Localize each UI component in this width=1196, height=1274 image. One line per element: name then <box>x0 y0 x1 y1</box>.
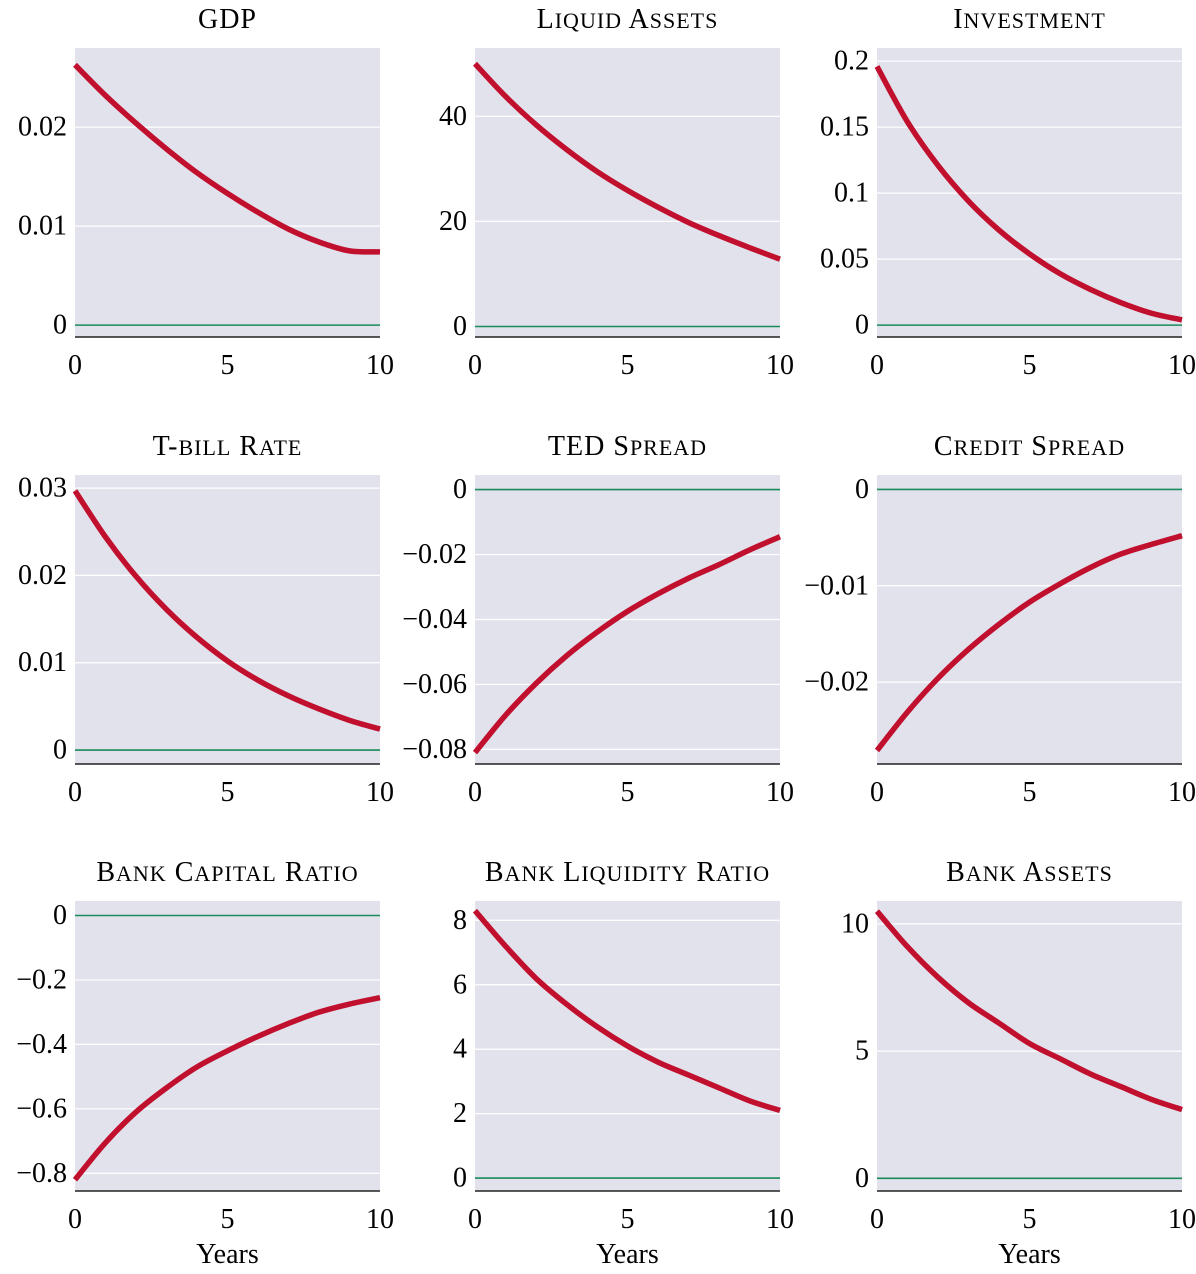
panel-1: 0 0.01 0.02 0 5 10 GDP <box>18 4 394 381</box>
y-tick-label: −0.6 <box>16 1093 67 1124</box>
panel-8: 0 2 4 6 8 0 5 10 BANK LIQUIDITY RATIO Years <box>453 857 794 1270</box>
y-tick-label: 0 <box>53 900 67 931</box>
plot-area <box>75 475 380 764</box>
x-tick-label: 10 <box>1168 1204 1196 1235</box>
x-tick-label: 5 <box>621 350 635 381</box>
y-tick-label: 0.01 <box>18 211 67 242</box>
x-tick-label: 5 <box>1023 1204 1037 1235</box>
y-tick-label: −0.4 <box>16 1029 67 1060</box>
x-tick-label: 5 <box>221 1204 235 1235</box>
y-tick-label: 6 <box>453 969 467 1000</box>
y-tick-label: 0.15 <box>820 112 869 143</box>
x-tick-label: 0 <box>68 777 82 808</box>
y-tick-label: −0.02 <box>402 539 467 570</box>
x-tick-label: 5 <box>221 350 235 381</box>
x-tick-label: 10 <box>766 777 794 808</box>
y-tick-label: −0.06 <box>402 669 467 700</box>
y-tick-label: 5 <box>855 1036 869 1067</box>
y-tick-label: 10 <box>841 908 869 939</box>
y-tick-label: 0.02 <box>18 560 67 591</box>
series-line <box>73 62 381 255</box>
series-line <box>874 909 1183 1113</box>
panel-title: BANK CAPITAL RATIO <box>96 857 358 888</box>
series-line <box>72 994 381 1182</box>
panel-6: −0.02 −0.01 0 0 5 10 CREDIT SPREAD <box>804 431 1196 808</box>
y-tick-label: 2 <box>453 1098 467 1129</box>
x-tick-label: 0 <box>468 777 482 808</box>
y-tick-label: −0.02 <box>804 667 869 698</box>
x-tick-label: 10 <box>766 350 794 381</box>
x-tick-label: 0 <box>68 1204 82 1235</box>
panel-4: 0 0.01 0.02 0.03 0 5 10 T-BILL RATE <box>18 431 394 808</box>
x-tick-label: 0 <box>870 777 884 808</box>
panel-title: CREDIT SPREAD <box>934 431 1125 462</box>
x-tick-label: 0 <box>68 350 82 381</box>
y-tick-label: 0.1 <box>834 178 869 209</box>
panel-9: 0 5 10 0 5 10 BANK ASSETS Years <box>841 857 1196 1270</box>
x-axis-label: Years <box>998 1239 1061 1270</box>
series-line <box>874 533 1183 753</box>
y-tick-label: 0 <box>453 311 467 342</box>
x-tick-label: 10 <box>1168 777 1196 808</box>
panel-5: −0.08 −0.06 −0.04 −0.02 0 0 5 10 TED SPREAD <box>402 431 794 808</box>
panel-title: BANK LIQUIDITY RATIO <box>485 857 770 888</box>
y-tick-label: −0.01 <box>804 570 869 601</box>
series-line <box>472 534 782 755</box>
x-tick-label: 10 <box>1168 350 1196 381</box>
y-tick-label: 0 <box>53 310 67 341</box>
y-tick-label: 0.05 <box>820 244 869 275</box>
y-tick-label: 0 <box>855 474 869 505</box>
y-tick-label: 0.02 <box>18 112 67 143</box>
y-tick-label: −0.08 <box>402 734 467 765</box>
y-tick-label: −0.8 <box>16 1158 67 1189</box>
x-axis-label: Years <box>596 1239 659 1270</box>
series-line <box>72 489 381 732</box>
panel-title: BANK ASSETS <box>946 857 1113 888</box>
panel-title: TED SPREAD <box>548 431 707 462</box>
x-tick-label: 0 <box>870 1204 884 1235</box>
y-tick-label: 20 <box>439 206 467 237</box>
x-tick-label: 0 <box>870 350 884 381</box>
y-tick-label: 0 <box>453 474 467 505</box>
plot-area <box>75 901 380 1191</box>
series-line <box>472 61 781 262</box>
plot-area <box>877 48 1182 337</box>
y-tick-label: 0.2 <box>834 46 869 77</box>
x-tick-label: 0 <box>468 1204 482 1235</box>
series-line <box>472 908 781 1114</box>
y-tick-label: −0.04 <box>402 604 467 635</box>
panel-3: 0 0.05 0.1 0.15 0.2 0 5 10 INVESTMENT <box>820 4 1196 381</box>
panel-7: −0.8 −0.6 −0.4 −0.2 0 0 5 10 BANK CAPITAL RATIO Y… <box>16 857 394 1270</box>
panel-title: GDP <box>198 4 257 35</box>
x-tick-label: 5 <box>1023 777 1037 808</box>
x-tick-label: 5 <box>621 777 635 808</box>
y-tick-label: 40 <box>439 101 467 132</box>
y-tick-label: 0 <box>453 1163 467 1194</box>
y-tick-label: 4 <box>453 1034 467 1065</box>
x-tick-label: 10 <box>366 1204 394 1235</box>
y-tick-label: −0.2 <box>16 964 67 995</box>
panel-title: INVESTMENT <box>953 4 1106 35</box>
plot-area <box>877 475 1182 764</box>
x-tick-label: 5 <box>621 1204 635 1235</box>
x-tick-label: 10 <box>366 777 394 808</box>
x-tick-label: 5 <box>221 777 235 808</box>
y-tick-label: 8 <box>453 905 467 936</box>
panel-2: 0 20 40 0 5 10 LIQUID ASSETS <box>439 4 794 381</box>
panel-title: LIQUID ASSETS <box>537 4 719 35</box>
y-tick-label: 0 <box>855 1163 869 1194</box>
y-tick-label: 0.03 <box>18 473 67 504</box>
panel-title: T-BILL RATE <box>153 431 303 462</box>
x-tick-label: 0 <box>468 350 482 381</box>
y-tick-label: 0.01 <box>18 647 67 678</box>
y-tick-label: 0 <box>53 735 67 766</box>
y-tick-label: 0 <box>855 310 869 341</box>
x-axis-label: Years <box>196 1239 259 1270</box>
x-tick-label: 5 <box>1023 350 1037 381</box>
series-line <box>874 65 1183 323</box>
x-tick-label: 10 <box>366 350 394 381</box>
x-tick-label: 10 <box>766 1204 794 1235</box>
